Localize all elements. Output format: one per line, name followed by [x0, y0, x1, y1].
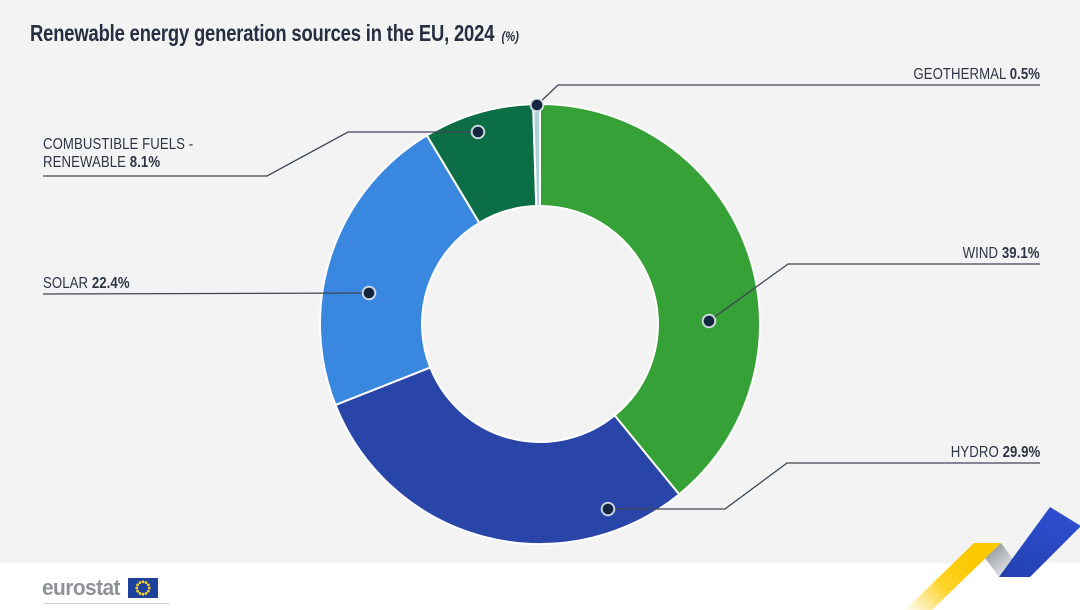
flag-star: [138, 581, 142, 585]
label-combustible-name-line2: RENEWABLE: [43, 154, 127, 171]
footer-band: [0, 563, 1080, 610]
label-combustible-name-line1: COMBUSTIBLE FUELS -: [43, 136, 194, 153]
eu-flag-icon: [128, 578, 158, 598]
label-solar-name: SOLAR: [43, 275, 89, 292]
label-solar: SOLAR 22.4%: [43, 275, 130, 293]
flag-star: [144, 581, 148, 585]
label-wind-name: WIND: [962, 245, 999, 262]
label-wind-value: 39.1%: [1002, 245, 1040, 262]
flag-star: [135, 586, 139, 590]
leader-wind: [708, 263, 1040, 322]
label-hydro-name: HYDRO: [950, 444, 999, 461]
logo-underline: [43, 603, 169, 604]
dot-wind: [701, 313, 717, 329]
zigzag-decoration: [905, 507, 1080, 610]
segment-hydro: [334, 366, 681, 545]
label-wind: WIND 39.1%: [963, 245, 1040, 263]
leader-solar: [42, 292, 370, 295]
leader-hydro: [608, 462, 1040, 510]
label-combustible: COMBUSTIBLE FUELS - RENEWABLE 8.1%: [43, 136, 193, 172]
flag-star: [141, 580, 145, 584]
label-geothermal-name: GEOTHERMAL: [913, 66, 1006, 83]
label-geothermal-value: 0.5%: [1009, 66, 1040, 83]
flag-star: [146, 583, 150, 587]
flag-star: [144, 591, 148, 595]
leader-combustible: [43, 131, 478, 177]
flag-star: [141, 592, 145, 596]
leader-geothermal: [536, 84, 1040, 106]
label-hydro: HYDRO 29.9%: [950, 444, 1040, 462]
zigzag-yellow-band: [905, 543, 1001, 610]
page-title: Renewable energy generation sources in t…: [30, 20, 519, 47]
flag-star: [136, 583, 140, 587]
chart-title: Renewable energy generation sources in t…: [30, 20, 495, 46]
flag-star: [147, 586, 151, 590]
flag-star: [138, 591, 142, 595]
segment-solar: [318, 133, 481, 407]
label-geothermal: GEOTHERMAL 0.5%: [913, 66, 1040, 84]
dot-combustible: [470, 124, 486, 140]
eurostat-wordmark: eurostat: [42, 575, 120, 600]
zigzag-blue-band: [999, 507, 1080, 577]
eurostat-logo: eurostat: [42, 575, 158, 601]
label-combustible-value: 8.1%: [129, 154, 161, 171]
label-hydro-value: 29.9%: [1002, 444, 1040, 461]
chart-title-unit: (%): [501, 28, 519, 44]
flag-star: [146, 589, 150, 593]
dot-geothermal: [529, 97, 545, 113]
segment-wind: [539, 102, 761, 496]
label-combustible-line2: RENEWABLE 8.1%: [43, 154, 193, 172]
dot-solar: [361, 285, 377, 301]
flag-star: [136, 589, 140, 593]
dot-hydro: [600, 501, 616, 517]
label-solar-value: 22.4%: [91, 275, 130, 292]
